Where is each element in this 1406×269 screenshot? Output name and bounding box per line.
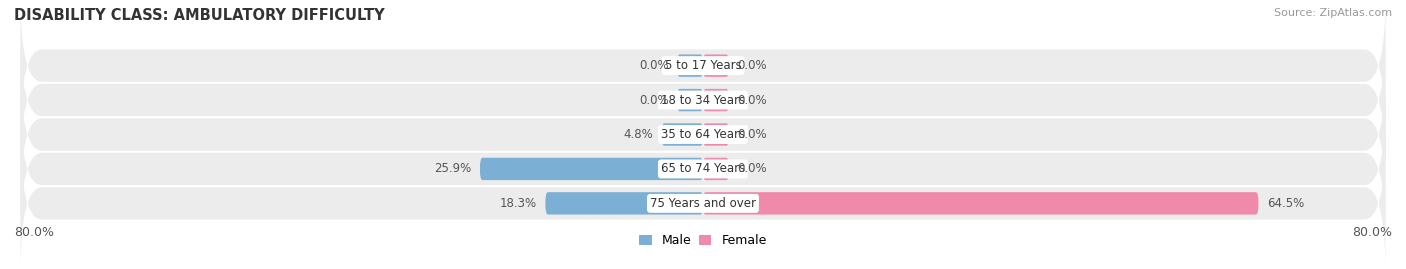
FancyBboxPatch shape xyxy=(703,192,1258,215)
FancyBboxPatch shape xyxy=(21,65,1385,204)
FancyBboxPatch shape xyxy=(21,99,1385,239)
Text: 0.0%: 0.0% xyxy=(738,59,768,72)
FancyBboxPatch shape xyxy=(703,89,728,111)
Text: 75 Years and over: 75 Years and over xyxy=(650,197,756,210)
Text: 5 to 17 Years: 5 to 17 Years xyxy=(665,59,741,72)
Text: 0.0%: 0.0% xyxy=(738,128,768,141)
FancyBboxPatch shape xyxy=(662,123,703,146)
Text: 0.0%: 0.0% xyxy=(738,94,768,107)
FancyBboxPatch shape xyxy=(479,158,703,180)
FancyBboxPatch shape xyxy=(703,123,728,146)
Text: 18 to 34 Years: 18 to 34 Years xyxy=(661,94,745,107)
Text: 0.0%: 0.0% xyxy=(638,94,669,107)
Text: 65 to 74 Years: 65 to 74 Years xyxy=(661,162,745,175)
Text: 80.0%: 80.0% xyxy=(1353,226,1392,239)
Legend: Male, Female: Male, Female xyxy=(634,229,772,252)
Text: 0.0%: 0.0% xyxy=(738,162,768,175)
FancyBboxPatch shape xyxy=(678,54,703,77)
Text: DISABILITY CLASS: AMBULATORY DIFFICULTY: DISABILITY CLASS: AMBULATORY DIFFICULTY xyxy=(14,8,385,23)
FancyBboxPatch shape xyxy=(703,158,728,180)
Text: 0.0%: 0.0% xyxy=(638,59,669,72)
Text: 25.9%: 25.9% xyxy=(434,162,471,175)
Text: 18.3%: 18.3% xyxy=(499,197,537,210)
FancyBboxPatch shape xyxy=(678,89,703,111)
FancyBboxPatch shape xyxy=(703,54,728,77)
Text: 80.0%: 80.0% xyxy=(14,226,53,239)
FancyBboxPatch shape xyxy=(546,192,703,215)
Text: Source: ZipAtlas.com: Source: ZipAtlas.com xyxy=(1274,8,1392,18)
Text: 35 to 64 Years: 35 to 64 Years xyxy=(661,128,745,141)
Text: 4.8%: 4.8% xyxy=(623,128,652,141)
FancyBboxPatch shape xyxy=(21,133,1385,269)
Text: 64.5%: 64.5% xyxy=(1267,197,1305,210)
FancyBboxPatch shape xyxy=(21,30,1385,170)
FancyBboxPatch shape xyxy=(21,0,1385,136)
